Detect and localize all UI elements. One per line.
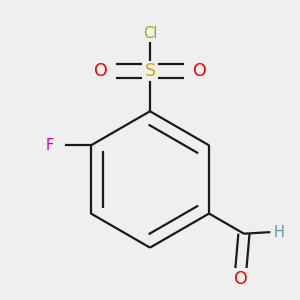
Text: S: S bbox=[145, 62, 155, 80]
Text: O: O bbox=[193, 62, 206, 80]
Text: Cl: Cl bbox=[143, 26, 157, 41]
Text: H: H bbox=[273, 225, 284, 240]
Text: F: F bbox=[46, 138, 54, 153]
Text: O: O bbox=[234, 270, 248, 288]
Text: O: O bbox=[94, 62, 107, 80]
